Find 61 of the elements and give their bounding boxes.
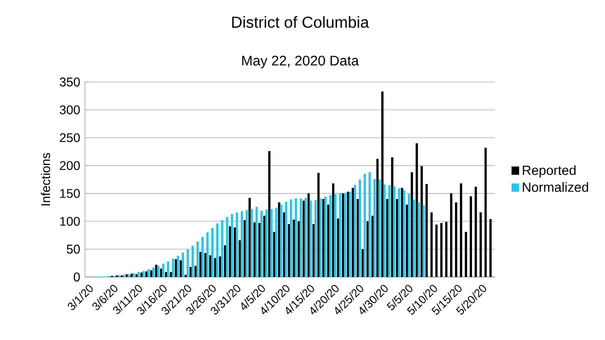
bar [445, 222, 448, 277]
bar [388, 185, 390, 277]
legend-label: Reported [522, 165, 576, 178]
bar [224, 245, 226, 277]
bar [484, 148, 487, 277]
bar [182, 252, 184, 277]
bar [418, 202, 420, 277]
y-tick-label: 350 [60, 78, 80, 86]
bar [391, 157, 394, 277]
bar [275, 208, 278, 277]
bar [308, 193, 310, 277]
y-tick-label: 100 [60, 216, 80, 226]
bar [135, 274, 138, 277]
bar [450, 193, 452, 277]
bar [186, 249, 189, 277]
chart-title: District of Columbia [232, 16, 370, 28]
bar [480, 212, 482, 277]
bar [240, 211, 243, 277]
y-tick-label: 250 [60, 133, 80, 142]
bar [246, 210, 248, 277]
bar [422, 205, 425, 277]
bar [332, 183, 334, 277]
legend-label: Normalized [522, 182, 588, 192]
y-tick-label: 150 [60, 188, 80, 198]
bar [334, 194, 336, 277]
bar [137, 272, 140, 277]
bar [393, 186, 396, 277]
bar [152, 268, 155, 277]
bar [364, 174, 366, 277]
y-tick-label: 0 [74, 272, 80, 282]
bar [216, 224, 218, 277]
bar [368, 172, 371, 277]
bar [196, 241, 199, 277]
bar [398, 188, 400, 277]
bar [416, 143, 418, 277]
bar [166, 261, 170, 277]
bar [426, 184, 428, 277]
bar [455, 202, 458, 277]
bar [250, 209, 253, 277]
bar [270, 209, 272, 277]
bar [339, 193, 342, 277]
bar [358, 180, 361, 277]
bar [310, 200, 312, 277]
bar [300, 198, 302, 277]
bar [304, 198, 307, 277]
bar [470, 196, 472, 277]
y-tick-label: 50 [66, 244, 80, 254]
y-axis-title: Infections [40, 152, 50, 206]
bar [192, 246, 194, 277]
chart-subtitle: May 22, 2020 Data [242, 56, 359, 68]
y-tick-label: 300 [60, 105, 80, 114]
bar [211, 228, 214, 277]
bar [329, 195, 332, 277]
bar [248, 198, 251, 277]
bar [474, 186, 477, 277]
bar [162, 264, 164, 277]
bar [268, 151, 270, 277]
bar [420, 166, 423, 277]
bar [221, 220, 224, 277]
bar [280, 204, 282, 277]
y-tick-label: 200 [60, 161, 80, 170]
